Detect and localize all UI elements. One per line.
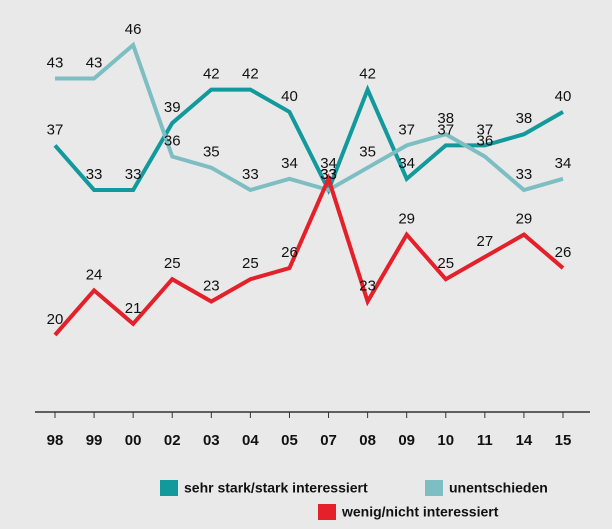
data-label: 43: [86, 54, 103, 71]
line: [55, 41, 564, 193]
data-label: 26: [281, 244, 298, 261]
data-label: 35: [359, 144, 376, 161]
data-label: 38: [437, 110, 454, 127]
legend-label: wenig/nicht interessiert: [341, 504, 499, 520]
data-label: 38: [516, 110, 533, 127]
x-tick-label: 00: [125, 432, 142, 449]
x-tick-label: 07: [320, 432, 337, 449]
data-label: 37: [398, 121, 415, 138]
data-label: 25: [164, 255, 181, 272]
legend-swatch: [160, 480, 178, 496]
data-label: 33: [242, 166, 259, 183]
data-label: 36: [164, 133, 181, 150]
data-label: 24: [86, 266, 103, 283]
data-label: 42: [242, 66, 259, 83]
data-label: 21: [125, 300, 142, 317]
data-label: 33: [86, 166, 103, 183]
x-tick-label: 08: [359, 432, 376, 449]
data-label: 37: [437, 121, 454, 138]
legend-swatch: [425, 480, 443, 496]
data-label: 40: [555, 88, 572, 105]
data-label: 34: [555, 155, 572, 172]
data-label: 40: [281, 88, 298, 105]
data-label: 20: [47, 311, 64, 328]
data-label: 23: [359, 278, 376, 295]
x-tick-label: 09: [398, 432, 415, 449]
x-tick-label: 11: [477, 432, 493, 449]
x-tick-label: 98: [47, 432, 64, 449]
legend-swatch: [318, 504, 336, 520]
data-label: 23: [203, 278, 220, 295]
data-label: 42: [203, 66, 220, 83]
x-tick-label: 05: [281, 432, 298, 449]
data-label: 25: [437, 255, 454, 272]
data-label: 26: [555, 244, 572, 261]
data-label: 25: [242, 255, 259, 272]
data-label: 29: [398, 211, 415, 228]
line: [53, 84, 564, 195]
x-tick-label: 03: [203, 432, 220, 449]
x-tick-label: 99: [86, 432, 103, 449]
data-label: 34: [398, 155, 415, 172]
data-label: 34: [320, 155, 337, 172]
x-tick-label: 10: [437, 432, 454, 449]
data-label: 34: [281, 155, 298, 172]
data-label: 46: [125, 21, 142, 38]
data-label: 37: [477, 121, 494, 138]
data-label: 33: [125, 166, 142, 183]
line: [53, 173, 565, 337]
data-label: 39: [164, 99, 181, 116]
data-label: 37: [47, 121, 64, 138]
data-label: 43: [47, 54, 64, 71]
x-tick-label: 14: [516, 432, 533, 449]
data-label: 42: [359, 66, 376, 83]
data-label: 36: [477, 133, 494, 150]
legend-label: unentschieden: [449, 480, 548, 496]
x-tick-label: 15: [555, 432, 572, 449]
x-tick-label: 04: [242, 432, 259, 449]
data-label: 33: [320, 166, 337, 183]
x-tick-label: 02: [164, 432, 181, 449]
data-label: 33: [516, 166, 533, 183]
data-label: 29: [516, 211, 533, 228]
legend-label: sehr stark/stark interessiert: [184, 480, 368, 496]
data-label: 27: [477, 233, 494, 250]
data-label: 33: [320, 166, 337, 183]
data-label: 35: [203, 144, 220, 161]
